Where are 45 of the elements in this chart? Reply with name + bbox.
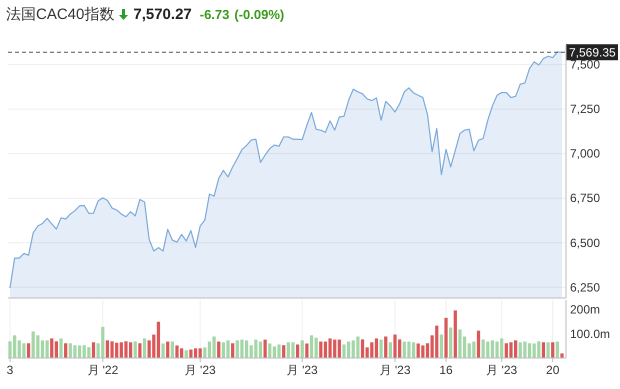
y-tick-label: 7,500 bbox=[570, 58, 600, 72]
bar bbox=[217, 342, 220, 358]
bar bbox=[64, 343, 68, 358]
x-tick-label: 3 bbox=[6, 363, 14, 377]
bar bbox=[449, 328, 452, 358]
x-tick-label: 月 '23 bbox=[380, 363, 411, 377]
bar bbox=[170, 342, 174, 358]
text: -6.73 bbox=[200, 7, 230, 22]
y-tick-label: 200m bbox=[570, 302, 600, 317]
bar bbox=[166, 342, 170, 358]
ref-line-label: 7,569.35 bbox=[569, 46, 616, 60]
text: 7,570.27 bbox=[133, 6, 192, 23]
x-tick-label: 月 '23 bbox=[486, 363, 518, 377]
bar bbox=[379, 340, 383, 358]
bar bbox=[476, 330, 480, 358]
bar bbox=[440, 334, 444, 358]
bar bbox=[458, 329, 462, 358]
y-tick-label: 6,500 bbox=[570, 236, 600, 250]
bar bbox=[384, 336, 388, 358]
bar bbox=[142, 338, 146, 358]
y-tick-label: 100.0m bbox=[570, 326, 610, 341]
x-tick-label: 16 bbox=[439, 363, 454, 377]
y-tick-label: 7,000 bbox=[570, 146, 600, 161]
bar bbox=[388, 342, 392, 358]
bar bbox=[300, 340, 304, 358]
bar bbox=[212, 336, 216, 358]
y-tick-label: 6,250 bbox=[570, 280, 600, 294]
x-tick-label: 月 '23 bbox=[286, 363, 318, 377]
bar bbox=[454, 310, 457, 358]
text: (-0.09%) bbox=[234, 7, 284, 22]
bar bbox=[134, 341, 137, 358]
chart-title: 法国CAC40指数 bbox=[6, 5, 114, 24]
bar bbox=[556, 342, 559, 358]
bar bbox=[444, 318, 448, 358]
x-tick-label: 月 '23 bbox=[184, 363, 216, 377]
y-tick-label: 6,750 bbox=[570, 191, 600, 206]
x-tick-label: 月 '22 bbox=[87, 363, 119, 377]
bar bbox=[231, 343, 234, 358]
bar bbox=[282, 345, 286, 358]
bar bbox=[184, 350, 188, 358]
bar bbox=[264, 340, 267, 358]
x-tick-label: 20 bbox=[546, 363, 560, 377]
bar bbox=[551, 342, 554, 358]
bar bbox=[59, 338, 63, 358]
y-tick-label: 7,250 bbox=[570, 102, 600, 116]
